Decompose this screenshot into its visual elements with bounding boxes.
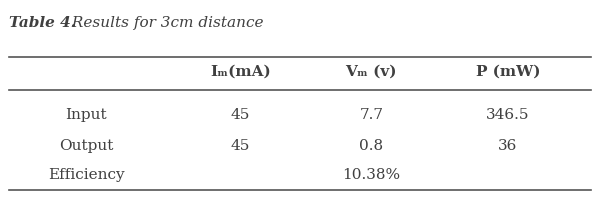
Text: Results for 3cm distance: Results for 3cm distance bbox=[67, 16, 263, 30]
Text: 45: 45 bbox=[231, 108, 250, 122]
Text: Output: Output bbox=[59, 139, 113, 153]
Text: P (mW): P (mW) bbox=[476, 64, 541, 78]
Text: Vₘ (v): Vₘ (v) bbox=[346, 64, 397, 78]
Text: 0.8: 0.8 bbox=[359, 139, 383, 153]
Text: 346.5: 346.5 bbox=[487, 108, 530, 122]
Text: 10.38%: 10.38% bbox=[342, 168, 400, 182]
Text: 36: 36 bbox=[499, 139, 518, 153]
Text: Efficiency: Efficiency bbox=[47, 168, 124, 182]
Text: Iₘ(mA): Iₘ(mA) bbox=[210, 64, 271, 78]
Text: Table 4.: Table 4. bbox=[9, 16, 76, 30]
Text: 45: 45 bbox=[231, 139, 250, 153]
Text: 7.7: 7.7 bbox=[359, 108, 383, 122]
Text: Input: Input bbox=[65, 108, 107, 122]
